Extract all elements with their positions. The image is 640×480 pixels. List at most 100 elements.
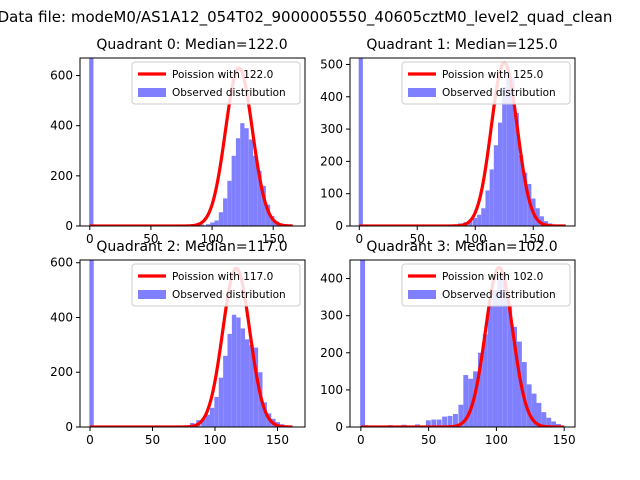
histogram-bar xyxy=(506,74,511,226)
x-tick-label: 0 xyxy=(357,433,365,447)
histogram-bar xyxy=(453,414,458,427)
histogram-bar xyxy=(485,190,490,226)
histogram-bar xyxy=(536,402,542,427)
y-tick-label: 200 xyxy=(50,169,73,183)
legend-label-observed: Observed distribution xyxy=(172,87,286,99)
y-tick-label: 500 xyxy=(320,57,343,71)
y-tick-label: 400 xyxy=(50,310,73,324)
y-tick-label: 200 xyxy=(320,346,343,360)
histogram-bar xyxy=(477,214,482,226)
histogram-bar xyxy=(487,304,493,427)
histogram-bar xyxy=(518,154,524,226)
y-tick-label: 0 xyxy=(335,420,343,434)
legend-patch-swatch xyxy=(408,88,436,97)
y-tick-label: 300 xyxy=(320,309,343,323)
legend-label-fit: Poission with 125.0 xyxy=(442,69,543,81)
histogram-bar xyxy=(248,139,254,226)
histogram-bar xyxy=(546,417,552,427)
histogram-bar xyxy=(227,180,232,226)
x-tick-label: 50 xyxy=(143,232,158,246)
y-tick-label: 400 xyxy=(320,272,343,286)
histogram-bar xyxy=(516,341,522,427)
legend: Poission with 117.0 Observed distribution xyxy=(131,263,301,307)
histogram-bar xyxy=(199,224,205,226)
legend-patch-swatch xyxy=(138,88,166,97)
y-tick-label: 400 xyxy=(50,119,73,133)
histogram-bar xyxy=(231,155,236,226)
plot-area xyxy=(358,58,567,226)
histogram-bar xyxy=(482,334,488,427)
x-tick-label: 50 xyxy=(145,433,160,447)
panel-title: Quadrant 0: Median=122.0 xyxy=(96,37,287,53)
histogram-bar xyxy=(468,378,474,427)
histogram-bar xyxy=(539,216,544,226)
panel-quadrant-0: 0 50 100 150 0 200 400 600 Poission with 122.0 Ob… xyxy=(50,37,306,246)
histogram-bar xyxy=(481,208,486,226)
histogram-bar xyxy=(236,317,241,427)
x-tick-label: 0 xyxy=(86,433,94,447)
histogram-bar xyxy=(218,212,224,226)
histogram-bar xyxy=(205,414,210,427)
histogram-bar xyxy=(431,419,437,427)
histogram-bar xyxy=(526,384,532,427)
poisson-fit-line xyxy=(89,266,294,427)
histogram-bar xyxy=(497,274,503,427)
histogram-bar xyxy=(253,155,258,226)
histogram-bar xyxy=(436,419,442,427)
histogram-bar xyxy=(510,77,515,226)
histogram-bar xyxy=(360,260,366,427)
histogram-bar xyxy=(358,58,363,226)
histogram-bar xyxy=(214,220,219,226)
y-tick-label: 600 xyxy=(50,69,73,83)
legend: Poission with 122.0 Observed distribution xyxy=(131,61,301,105)
x-tick-label: 100 xyxy=(485,433,508,447)
histogram-bar xyxy=(489,169,494,226)
histogram-bar xyxy=(253,347,259,427)
y-tick-label: 300 xyxy=(320,122,343,136)
histogram-bar xyxy=(262,402,267,427)
legend-label-fit: Poission with 122.0 xyxy=(172,69,273,81)
histogram-bar xyxy=(245,339,250,427)
panel-quadrant-1: 0 50 100 150 0 100 200 300 400 500 Poission with 1… xyxy=(320,37,576,246)
histogram-bar xyxy=(223,355,228,427)
histogram-bar xyxy=(468,220,473,226)
histogram-bar xyxy=(493,145,498,226)
legend-label-observed: Observed distribution xyxy=(442,87,556,99)
histogram-bar xyxy=(531,393,537,427)
histogram-bar xyxy=(235,138,241,226)
x-tick-label: 0 xyxy=(355,232,363,246)
x-tick-label: 50 xyxy=(410,232,425,246)
histogram-bar xyxy=(442,416,448,427)
panel-title: Quadrant 2: Median=117.0 xyxy=(96,239,287,255)
histogram-bar xyxy=(551,421,557,427)
histogram-bar xyxy=(210,407,215,427)
histogram-bar xyxy=(514,112,519,226)
plot-area xyxy=(359,260,566,427)
x-tick-label: 150 xyxy=(266,433,289,447)
x-tick-label: 50 xyxy=(421,433,436,447)
panel-title: Quadrant 3: Median=102.0 xyxy=(366,239,557,255)
panel-quadrant-3: 0 50 100 150 0 100 200 300 400 Poission with 102.… xyxy=(320,239,576,447)
legend-patch-swatch xyxy=(138,290,166,299)
histogram-bar xyxy=(447,415,453,427)
y-tick-label: 100 xyxy=(320,187,343,201)
legend: Poission with 125.0 Observed distribution xyxy=(401,61,571,105)
axes-frame xyxy=(349,57,576,227)
histogram-bar xyxy=(205,224,211,226)
figure-suptitle: Data file: modeM0/AS1A12_054T02_90000055… xyxy=(0,8,612,27)
legend: Poission with 102.0 Observed distribution xyxy=(401,263,571,307)
histogram-bar xyxy=(477,352,483,427)
poisson-fit-line xyxy=(358,61,567,226)
y-tick-label: 100 xyxy=(320,383,343,397)
histogram-bar xyxy=(257,170,262,226)
legend-label-fit: Poission with 102.0 xyxy=(442,271,543,283)
x-tick-label: 150 xyxy=(262,232,285,246)
histogram-bar xyxy=(223,198,228,226)
x-tick-label: 100 xyxy=(464,232,487,246)
histogram-bar xyxy=(463,375,469,427)
panel-quadrant-2: 0 50 100 150 0 200 400 600 Poission with 117.0 Ob… xyxy=(50,239,306,447)
x-tick-label: 0 xyxy=(86,232,94,246)
histogram-bar xyxy=(214,396,219,427)
histogram-bar xyxy=(458,404,464,427)
